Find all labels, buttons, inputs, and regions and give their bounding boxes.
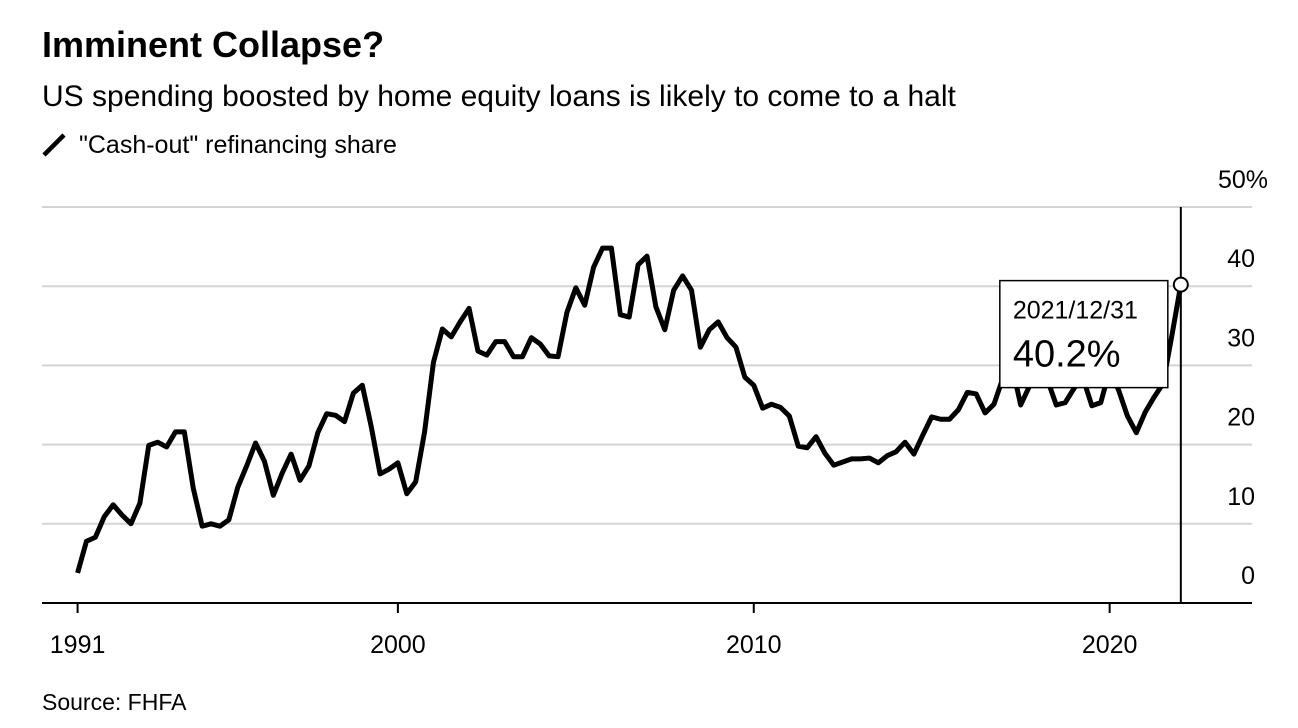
legend-label: "Cash-out" refinancing share [79, 131, 397, 159]
chart-subtitle: US spending boosted by home equity loans… [42, 80, 957, 113]
y-tick-label: 40 [1227, 245, 1255, 273]
x-tick-label: 1991 [50, 631, 106, 659]
y-tick-label: 10 [1227, 483, 1255, 511]
annotation-date: 2021/12/31 [1013, 297, 1138, 325]
annotation-value: 40.2% [1013, 334, 1121, 376]
y-tick-label: 30 [1227, 324, 1255, 352]
source: Source: FHFA [42, 689, 187, 715]
y-tick-label: 0 [1241, 562, 1255, 590]
data-line [75, 245, 1184, 574]
annotation-box [999, 279, 1169, 389]
chart-title: Imminent Collapse? [42, 24, 384, 65]
y-tick-label: 50% [1218, 166, 1268, 194]
y-tick-label: 20 [1227, 404, 1255, 432]
legend-swatch [42, 133, 66, 157]
last-point [1172, 276, 1189, 293]
x-tick-label: 2010 [726, 631, 782, 659]
x-tick-label: 2020 [1082, 631, 1138, 659]
x-tick-label: 2000 [370, 631, 426, 659]
